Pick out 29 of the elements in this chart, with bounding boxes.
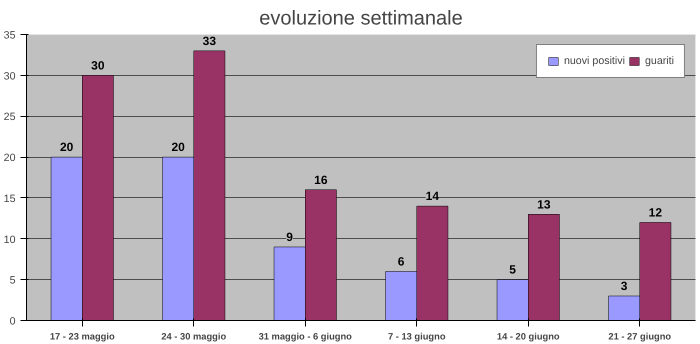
y-tick-label: 30 [4, 70, 16, 82]
x-tick-label: 24 - 30 maggio [161, 332, 226, 342]
chart-title: evoluzione settimanale [259, 8, 463, 30]
data-label: 13 [537, 197, 551, 212]
data-label: 3 [620, 278, 628, 293]
data-label: 33 [202, 34, 216, 48]
data-label: 20 [171, 140, 186, 154]
y-tick-label: 25 [4, 111, 16, 124]
x-tick-label: 31 maggio - 6 giugno [258, 332, 352, 342]
data-label: 12 [648, 205, 662, 220]
y-tick-label: 0 [10, 316, 16, 328]
data-label: 14 [426, 189, 440, 204]
data-label: 5 [509, 262, 516, 277]
x-tick-label: 17 - 23 maggio [50, 332, 115, 342]
legend-label: nuovi positivi [564, 55, 625, 67]
y-tick-label: 35 [4, 30, 16, 42]
y-tick-label: 10 [4, 234, 16, 246]
x-tick-label: 7 - 13 giugno [388, 332, 446, 342]
y-tick-label: 5 [10, 274, 16, 287]
legend-label: guariti [644, 55, 674, 67]
data-label: 6 [398, 254, 405, 268]
x-tick-label: 21 - 27 giugno [608, 332, 672, 342]
data-label: 30 [91, 58, 105, 72]
data-label: 16 [314, 172, 328, 187]
data-label: 20 [60, 140, 74, 154]
x-tick-label: 14 - 20 giugno [496, 332, 560, 342]
data-label: 9 [286, 230, 294, 244]
y-tick-label: 20 [4, 152, 16, 164]
y-tick-label: 15 [4, 192, 16, 205]
